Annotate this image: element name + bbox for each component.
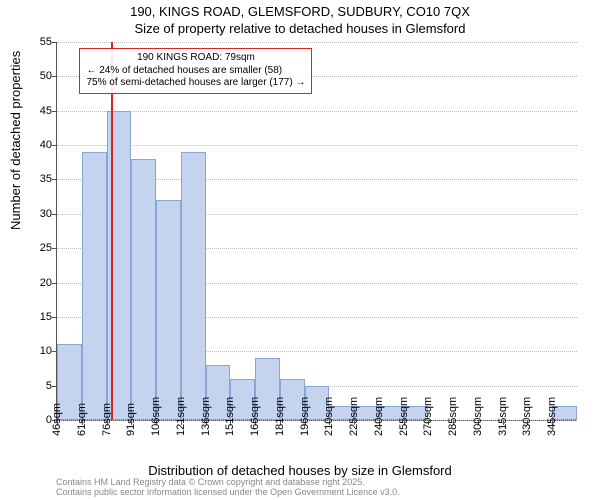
xtick-label: 300sqm: [472, 397, 484, 436]
xtick-label: 315sqm: [497, 397, 509, 436]
xtick-label: 345sqm: [546, 397, 558, 436]
xtick-label: 240sqm: [373, 397, 385, 436]
footer-attribution: Contains HM Land Registry data © Crown c…: [56, 478, 400, 498]
ytick-label: 25: [24, 242, 52, 254]
ytick-mark: [52, 248, 57, 249]
plot-area: 46sqm61sqm76sqm91sqm106sqm121sqm136sqm15…: [56, 42, 577, 421]
xtick-label: 166sqm: [249, 397, 261, 436]
ytick-mark: [52, 317, 57, 318]
xtick-label: 225sqm: [348, 397, 360, 436]
annotation-line: 75% of semi-detached houses are larger (…: [86, 77, 305, 90]
ytick-mark: [52, 111, 57, 112]
xtick-label: 136sqm: [200, 397, 212, 436]
ytick-label: 15: [24, 311, 52, 323]
xtick-label: 46sqm: [51, 403, 63, 436]
gridline-h: [57, 145, 577, 146]
ytick-mark: [52, 42, 57, 43]
ytick-mark: [52, 76, 57, 77]
xtick-label: 121sqm: [175, 397, 187, 436]
xtick-label: 210sqm: [323, 397, 335, 436]
xtick-label: 181sqm: [274, 397, 286, 436]
xtick-label: 61sqm: [76, 403, 88, 436]
histogram-bar: [181, 152, 206, 420]
ytick-mark: [52, 214, 57, 215]
annotation-box: 190 KINGS ROAD: 79sqm← 24% of detached h…: [79, 48, 312, 94]
xtick-label: 196sqm: [299, 397, 311, 436]
y-axis-label: Number of detached properties: [8, 51, 23, 230]
histogram-bar: [156, 200, 181, 420]
ytick-label: 20: [24, 277, 52, 289]
marker-line: [111, 42, 113, 420]
ytick-label: 5: [24, 380, 52, 392]
ytick-label: 45: [24, 105, 52, 117]
ytick-label: 55: [24, 36, 52, 48]
annotation-line: 190 KINGS ROAD: 79sqm: [86, 52, 305, 65]
gridline-h: [57, 42, 577, 43]
ytick-label: 30: [24, 208, 52, 220]
xtick-label: 285sqm: [447, 397, 459, 436]
xtick-label: 91sqm: [125, 403, 137, 436]
xtick-label: 255sqm: [398, 397, 410, 436]
ytick-label: 0: [24, 414, 52, 426]
annotation-line: ← 24% of detached houses are smaller (58…: [86, 65, 305, 78]
histogram-bar: [107, 111, 132, 420]
chart-container: 190, KINGS ROAD, GLEMSFORD, SUDBURY, CO1…: [0, 0, 600, 500]
xtick-label: 151sqm: [224, 397, 236, 436]
histogram-bar: [131, 159, 156, 420]
gridline-h: [57, 111, 577, 112]
ytick-mark: [52, 145, 57, 146]
title-line-1: 190, KINGS ROAD, GLEMSFORD, SUDBURY, CO1…: [0, 4, 600, 21]
ytick-label: 50: [24, 70, 52, 82]
histogram-bar: [82, 152, 107, 420]
chart-title: 190, KINGS ROAD, GLEMSFORD, SUDBURY, CO1…: [0, 4, 600, 38]
ytick-mark: [52, 283, 57, 284]
x-axis-label: Distribution of detached houses by size …: [0, 463, 600, 478]
ytick-label: 10: [24, 345, 52, 357]
ytick-label: 35: [24, 173, 52, 185]
xtick-label: 330sqm: [521, 397, 533, 436]
title-line-2: Size of property relative to detached ho…: [0, 21, 600, 38]
xtick-label: 270sqm: [422, 397, 434, 436]
ytick-mark: [52, 179, 57, 180]
xtick-label: 106sqm: [150, 397, 162, 436]
ytick-label: 40: [24, 139, 52, 151]
footer-line-2: Contains public sector information licen…: [56, 488, 400, 498]
